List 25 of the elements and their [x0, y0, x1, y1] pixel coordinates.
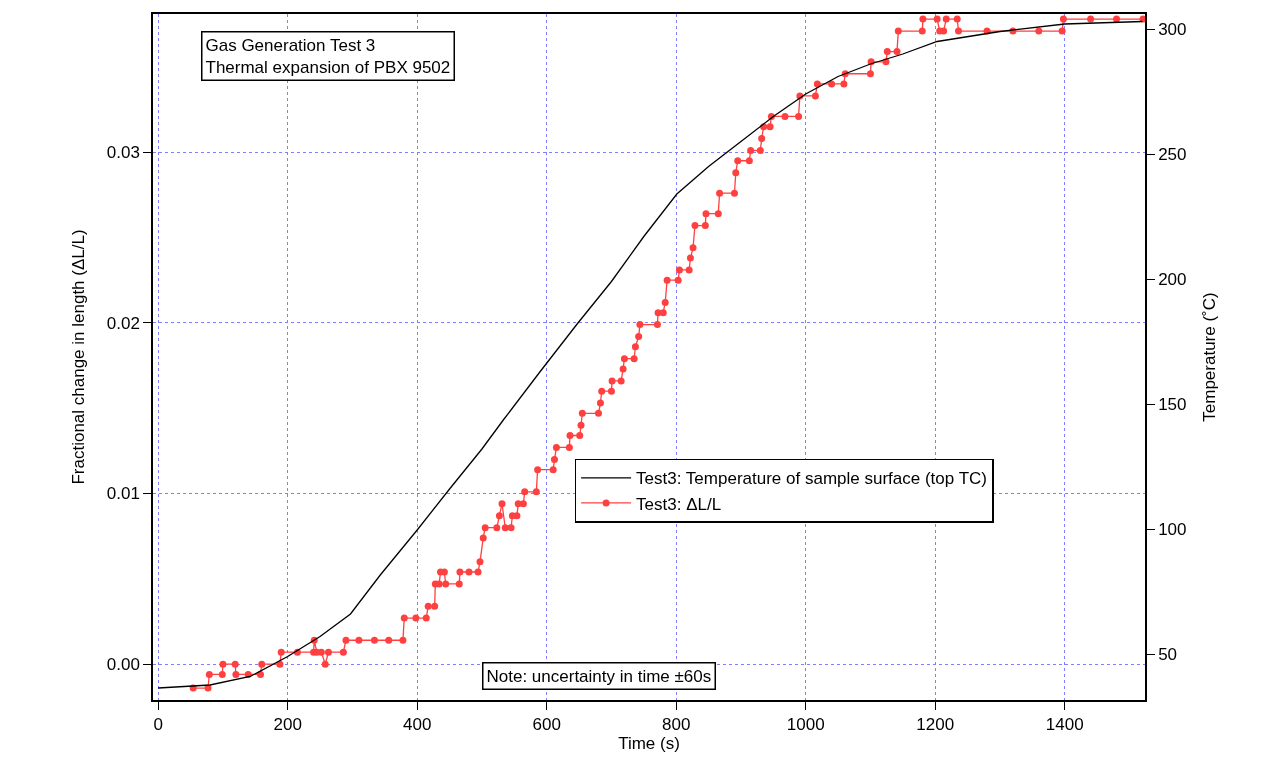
- y-axis-title: Fractional change in length (ΔL/L): [68, 229, 88, 485]
- x-tick-label: 800: [662, 715, 691, 735]
- y-tick-label: 0.03: [106, 143, 140, 163]
- y-tick-label: 0.01: [106, 484, 140, 504]
- annotation: Gas Generation Test 3 Thermal expansion of PBX 9502: [205, 35, 451, 77]
- annotation: Note: uncertainty in time ±60s: [486, 666, 712, 686]
- x-tick-label: 600: [532, 715, 561, 735]
- y2-tick-label: 300: [1158, 19, 1187, 39]
- x-tick-label: 400: [403, 715, 432, 735]
- x-tick-label: 1000: [786, 715, 825, 735]
- x-tick-label: 200: [273, 715, 302, 735]
- y-tick-label: 0.02: [106, 313, 140, 333]
- y-tick-label: 0.00: [106, 655, 140, 675]
- y2-tick-label: 250: [1158, 144, 1187, 164]
- x-tick-label: 1200: [916, 715, 955, 735]
- y2-tick-label: 150: [1158, 394, 1187, 414]
- x-tick-label: 1400: [1045, 715, 1084, 735]
- legend-label: Test3: Temperature of sample surface (top TC): [636, 469, 987, 489]
- y2-axis-title: Temperature (˚C): [1200, 292, 1220, 422]
- legend-label: Test3: ΔL/L: [636, 494, 722, 514]
- y2-tick-label: 100: [1158, 519, 1187, 539]
- y2-tick-label: 200: [1158, 269, 1187, 289]
- y2-tick-label: 50: [1158, 644, 1178, 664]
- x-axis-title: Time (s): [618, 734, 680, 754]
- x-tick-label: 0: [153, 715, 163, 735]
